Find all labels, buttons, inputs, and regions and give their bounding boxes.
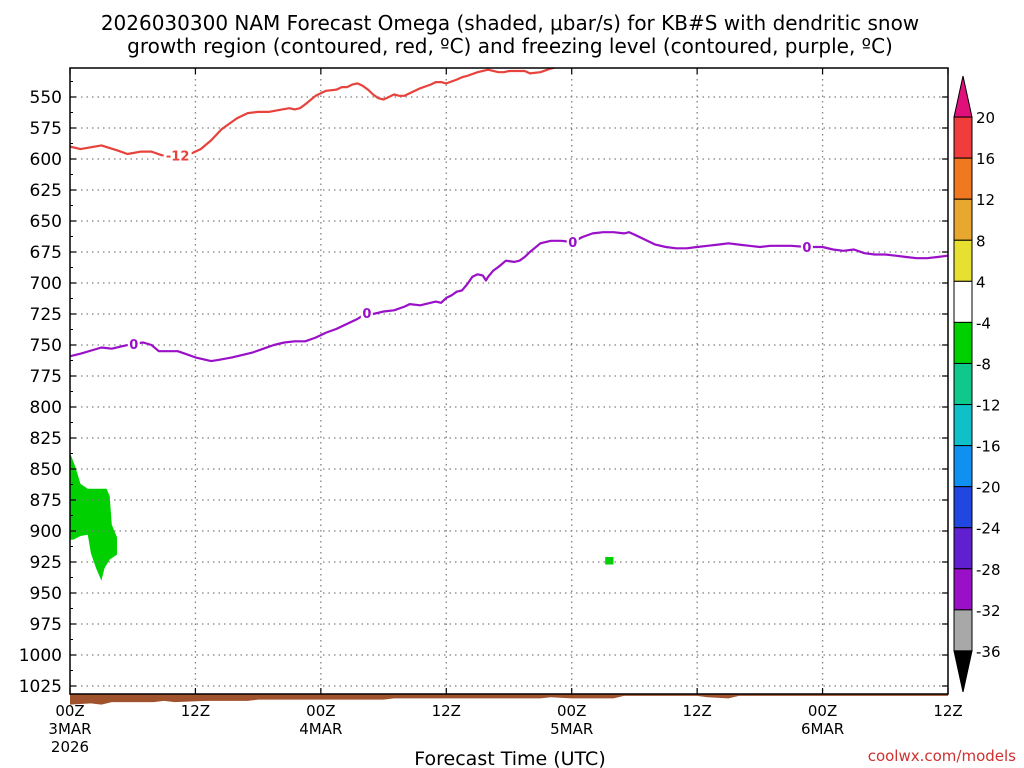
title-line-1: 2026030300 NAM Forecast Omega (shaded, μ… (101, 11, 919, 35)
y-tick-label-11: 825 (30, 429, 62, 449)
colorbar-tick-2: 12 (976, 191, 995, 209)
y-tick-label-3: 625 (30, 181, 62, 201)
credit-text: coolwx.com/models (868, 747, 1016, 765)
series-line-0 (70, 68, 558, 157)
series-label-bg-1-3 (800, 239, 813, 255)
y-tick-label-14: 900 (30, 522, 62, 542)
x-tick-label-4: 00Z (557, 702, 586, 720)
colorbar-tick-4: 4 (976, 273, 986, 291)
y-tick-label-5: 675 (30, 243, 62, 263)
colorbar-tick-12: -32 (976, 602, 1001, 620)
colorbar-band-6 (953, 321, 973, 364)
x-tick-year-0: 2026 (51, 738, 89, 756)
x-tick-label-3: 12Z (432, 702, 461, 720)
y-tick-label-17: 975 (30, 615, 62, 635)
y-tick-label-13: 875 (30, 491, 62, 511)
colorbar-band-5 (953, 280, 973, 323)
x-tick-label-7: 12Z (933, 702, 962, 720)
colorbar-tick-6: -8 (976, 355, 991, 373)
colorbar-tick-10: -24 (976, 520, 1001, 538)
colorbar-tick-13: -36 (976, 643, 1001, 661)
colorbar-tick-11: -28 (976, 561, 1001, 579)
colorbar-tick-9: -20 (976, 479, 1001, 497)
x-tick-label-1: 12Z (181, 702, 210, 720)
colorbar-tick-5: -4 (976, 314, 991, 332)
colorbar-band-1 (953, 116, 973, 159)
x-tick-label-6: 00Z (808, 702, 837, 720)
y-tick-label-12: 850 (30, 460, 62, 480)
series-label-bg-0-0 (163, 147, 192, 163)
y-tick-label-4: 650 (30, 212, 62, 232)
terrain-ground (70, 694, 948, 705)
series-label-1-2: 0 (568, 236, 577, 251)
series-label-1-3: 0 (802, 241, 811, 256)
y-tick-label-1: 575 (30, 119, 62, 139)
colorbar-band-13 (953, 609, 973, 652)
colorbar-band-11 (953, 527, 973, 570)
colorbar-band-4 (953, 239, 973, 282)
series-label-bg-1-0 (127, 335, 140, 351)
x-tick-date-6: 6MAR (801, 720, 844, 738)
terrain-layer (70, 694, 948, 705)
y-tick-label-2: 600 (30, 150, 62, 170)
series-label-bg-1-1 (360, 304, 373, 320)
y-tick-label-18: 1000 (19, 646, 62, 666)
x-tick-label-5: 12Z (682, 702, 711, 720)
colorbar-tick-1: 16 (976, 150, 995, 168)
y-tick-label-15: 925 (30, 553, 62, 573)
series-label-0-0: -12 (166, 149, 190, 164)
plot-frame (69, 67, 949, 695)
colorbar-band-2 (953, 157, 973, 200)
colorbar-tick-8: -16 (976, 438, 1001, 456)
axis-layer: 550 575 600 625 650 675 700 725 750 775 800 825 850 8… (19, 67, 963, 756)
x-tick-label-2: 00Z (306, 702, 335, 720)
y-tick-label-7: 725 (30, 305, 62, 325)
y-tick-label-6: 700 (30, 274, 62, 294)
colorbar: 20 16 12 8 4 -4 -8 -12 -16 -20 -24 -28 -32 -36 (953, 75, 1001, 693)
x-tick-date-2: 4MAR (299, 720, 342, 738)
colorbar-band-9 (953, 445, 973, 488)
contour-series-layer: -12 0 0 0 0 (70, 68, 948, 363)
omega-shading-layer (70, 452, 614, 581)
colorbar-band-3 (953, 198, 973, 241)
y-tick-label-19: 1025 (19, 677, 62, 697)
grid-layer (70, 68, 948, 694)
series-label-1-1: 0 (362, 307, 371, 322)
series-label-bg-1-2 (566, 234, 579, 250)
x-axis-label: Forecast Time (UTC) (414, 748, 605, 768)
colorbar-band-0 (953, 75, 973, 118)
title-line-2: growth region (contoured, red, ºC) and f… (127, 34, 893, 58)
x-tick-date-4: 5MAR (550, 720, 593, 738)
omega-area-0 (70, 452, 117, 581)
x-tick-date-0: 3MAR (48, 720, 91, 738)
colorbar-band-8 (953, 404, 973, 447)
omega-area-1 (605, 557, 614, 565)
y-tick-label-8: 750 (30, 336, 62, 356)
colorbar-band-14 (953, 650, 973, 693)
colorbar-band-7 (953, 362, 973, 406)
y-tick-label-10: 800 (30, 398, 62, 418)
y-tick-label-0: 550 (30, 88, 62, 108)
colorbar-band-10 (953, 486, 973, 529)
colorbar-tick-0: 20 (976, 109, 995, 127)
colorbar-tick-3: 8 (976, 232, 986, 250)
colorbar-tick-7: -12 (976, 397, 1001, 415)
colorbar-band-12 (953, 568, 973, 611)
series-label-1-0: 0 (129, 338, 138, 353)
y-tick-label-9: 775 (30, 367, 62, 387)
y-tick-label-16: 950 (30, 584, 62, 604)
x-tick-label-0: 00Z (55, 702, 84, 720)
series-line-1 (70, 231, 948, 363)
